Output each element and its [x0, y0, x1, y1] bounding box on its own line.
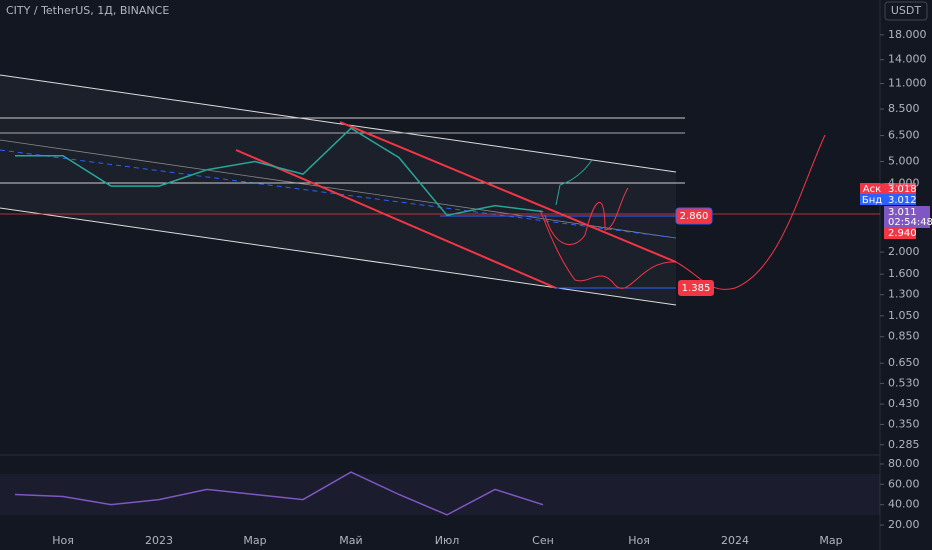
- projection: [675, 134, 826, 290]
- x-tick-label: Ноя: [628, 534, 650, 547]
- y-tick-label: 20.00: [888, 518, 920, 531]
- y-tick-label: 11.000: [888, 77, 927, 90]
- currency[interactable]: USDT: [891, 4, 922, 17]
- x-tick-label: 2023: [145, 534, 173, 547]
- y-tick-label: 0.285: [888, 438, 920, 451]
- y-tick-label: 60.00: [888, 477, 920, 490]
- badge-text: 2.860: [680, 211, 709, 222]
- badge: [675, 207, 713, 225]
- badge: [678, 280, 714, 296]
- y-tick-label: 40.00: [888, 498, 920, 511]
- x-tick-label: Сен: [532, 534, 554, 547]
- y-tick-label: 1.300: [888, 288, 920, 301]
- rsi-band: [0, 474, 880, 515]
- x-tick-label: Мар: [819, 534, 842, 547]
- y-tick-label: 0.850: [888, 330, 920, 343]
- badge: [860, 183, 884, 194]
- channel-line: [0, 139, 677, 239]
- badge-text: 02:54:48: [888, 217, 932, 228]
- y-tick-label: 2.000: [888, 245, 920, 258]
- badge: [860, 194, 884, 205]
- y-tick-label: 14.000: [888, 53, 927, 66]
- trend-line: [235, 149, 557, 289]
- y-tick-label: 4.000: [888, 177, 920, 190]
- currency-box[interactable]: [884, 1, 928, 21]
- y-tick-label: 80.00: [888, 457, 920, 470]
- badge: [884, 183, 916, 194]
- y-tick-label: 18.000: [888, 28, 927, 41]
- y-tick-label: 5.000: [888, 154, 920, 167]
- trend-line: [339, 121, 677, 263]
- badge-text: 2.940: [888, 228, 917, 239]
- x-tick-label: 2024: [721, 534, 749, 547]
- y-tick-label: 1.600: [888, 267, 920, 280]
- x-tick-label: Июл: [435, 534, 460, 547]
- x-tick-label: Ноя: [52, 534, 74, 547]
- badge-text: Бнд: [862, 195, 882, 206]
- y-tick-label: 6.500: [888, 129, 920, 142]
- badge: [884, 194, 916, 205]
- y-tick-label: 0.530: [888, 376, 920, 389]
- channel-fill: [0, 75, 676, 305]
- y-tick-label: 0.430: [888, 397, 920, 410]
- x-tick-label: Мар: [243, 534, 266, 547]
- badge-text: 3.011: [888, 207, 917, 218]
- badge-text: 3.012: [888, 195, 917, 206]
- projection: [539, 209, 677, 289]
- projection: [544, 187, 629, 245]
- channel-line: [0, 74, 677, 173]
- series-line: [15, 127, 544, 217]
- badge: [884, 206, 930, 228]
- channel-line: [0, 207, 677, 306]
- y-tick-label: 1.050: [888, 309, 920, 322]
- badge: [884, 228, 916, 239]
- y-tick-label: 8.500: [888, 102, 920, 115]
- badge-text: 3.018: [888, 184, 917, 195]
- dashed-line: [0, 149, 677, 239]
- y-tick-label: 0.350: [888, 417, 920, 430]
- badge-text: Аск: [863, 184, 881, 195]
- x-tick-label: Май: [339, 534, 362, 547]
- badge-text: 1.385: [682, 283, 711, 294]
- projection: [555, 159, 593, 206]
- y-tick-label: 0.650: [888, 356, 920, 369]
- symbol: CITY / TetherUS, 1Д, BINANCE: [6, 4, 169, 17]
- series-line: [14, 471, 544, 516]
